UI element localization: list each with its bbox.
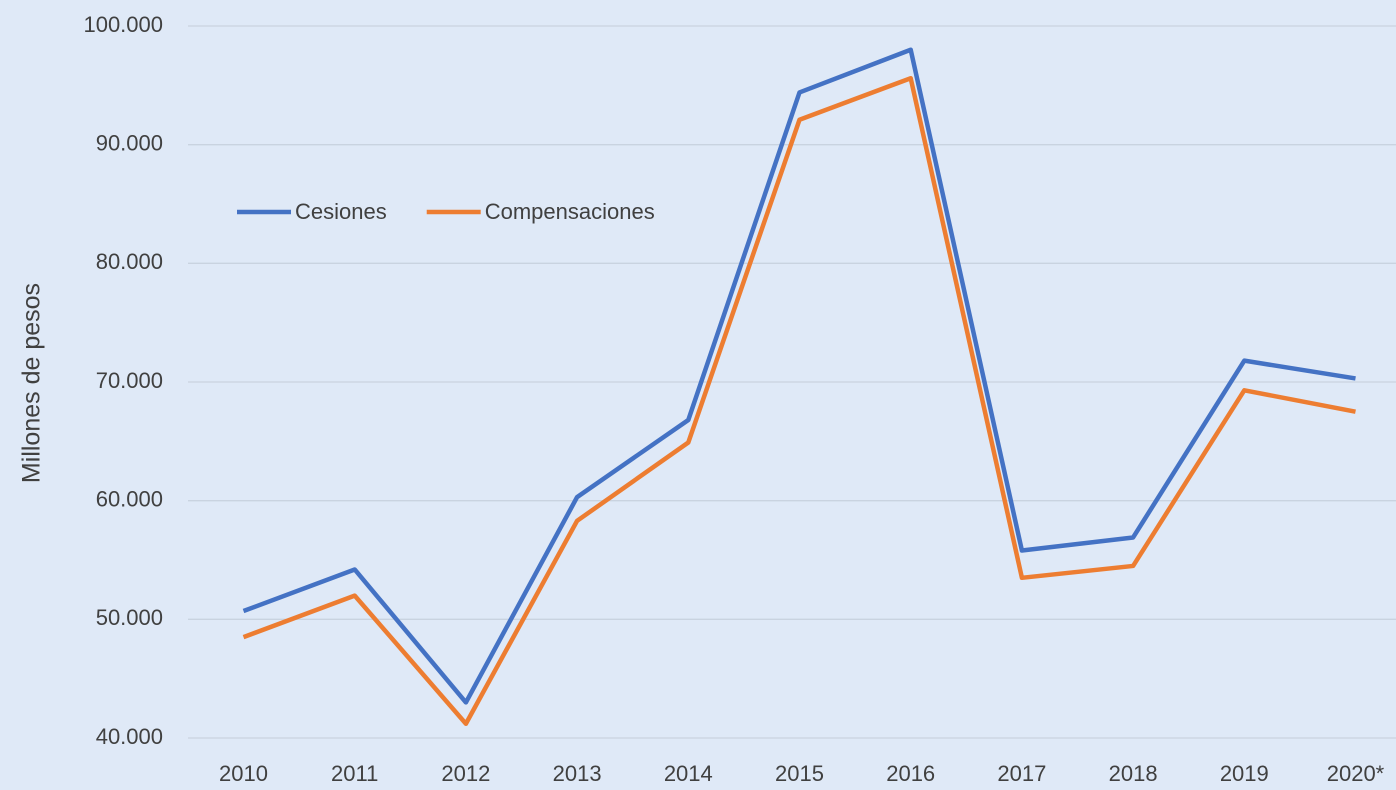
x-tick-label: 2016 (886, 761, 935, 786)
series-line (242, 47, 1356, 705)
x-tick-label: 2015 (775, 761, 824, 786)
y-tick-label: 80.000 (96, 249, 163, 274)
y-tick-label: 40.000 (96, 724, 163, 749)
series-line (242, 75, 1356, 727)
y-axis-title: Millones de pesos (18, 283, 46, 483)
x-tick-label: 2019 (1220, 761, 1269, 786)
y-tick-label: 100.000 (83, 12, 163, 37)
x-tick-label: 2017 (997, 761, 1046, 786)
x-tick-label: 2013 (553, 761, 602, 786)
y-tick-label: 70.000 (96, 368, 163, 393)
x-tick-label: 2010 (219, 761, 268, 786)
legend-label: Cesiones (295, 199, 387, 224)
x-tick-label: 2020* (1327, 761, 1385, 786)
y-tick-label: 90.000 (96, 130, 163, 155)
x-tick-label: 2012 (441, 761, 490, 786)
x-tick-label: 2014 (664, 761, 713, 786)
legend-label: Compensaciones (485, 199, 655, 224)
y-tick-label: 60.000 (96, 486, 163, 511)
x-tick-label: 2018 (1109, 761, 1158, 786)
x-tick-label: 2011 (331, 761, 378, 786)
y-tick-label: 50.000 (96, 605, 163, 630)
